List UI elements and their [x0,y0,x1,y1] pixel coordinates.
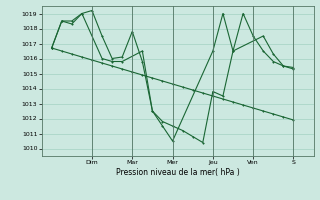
X-axis label: Pression niveau de la mer( hPa ): Pression niveau de la mer( hPa ) [116,168,239,177]
